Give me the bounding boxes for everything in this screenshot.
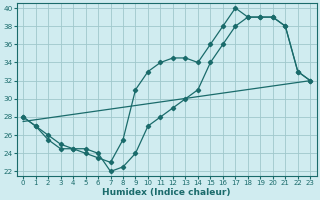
X-axis label: Humidex (Indice chaleur): Humidex (Indice chaleur) [102,188,231,197]
